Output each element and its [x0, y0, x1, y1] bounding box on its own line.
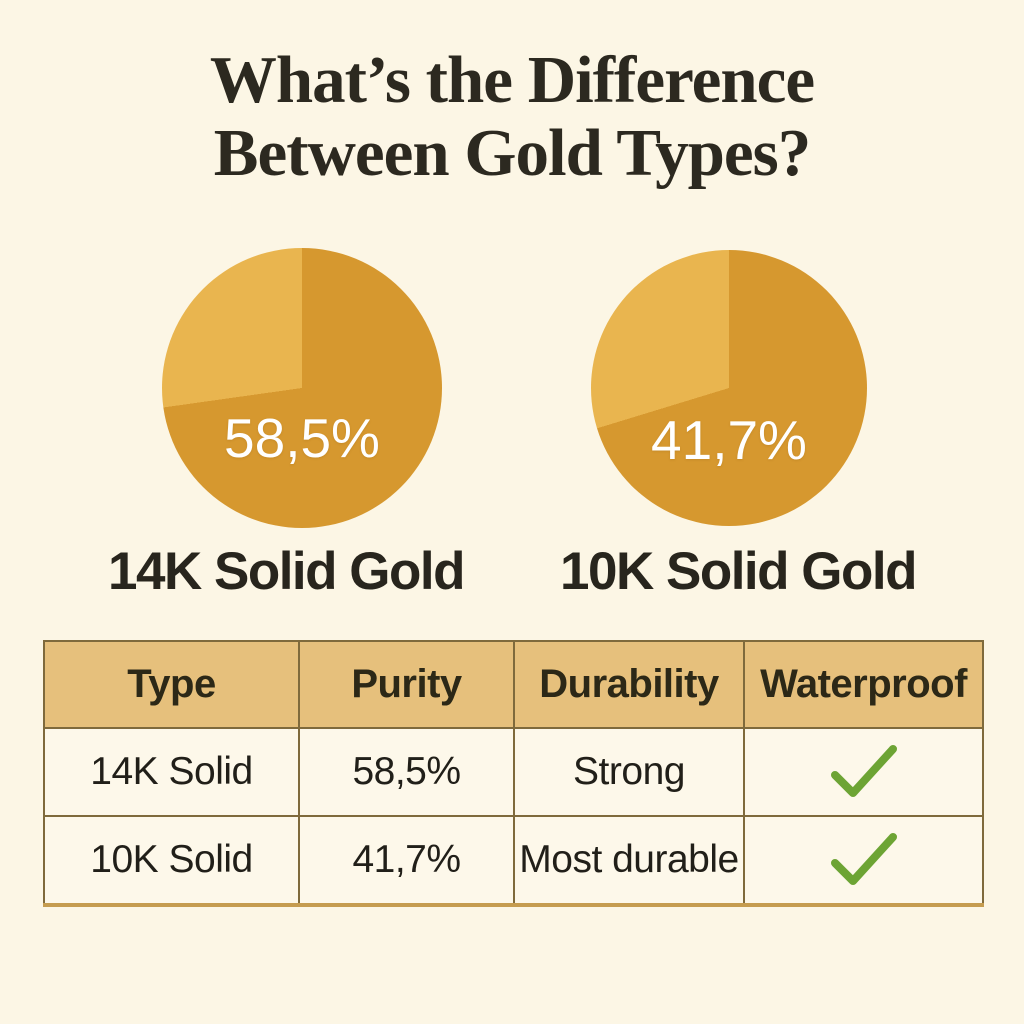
cell-waterproof [743, 815, 984, 906]
cell-durability: Strong [513, 727, 745, 817]
table-header-row: Type Purity Durability Waterproof [43, 640, 984, 729]
checkmark-icon [830, 745, 897, 797]
header-cell-type: Type [43, 640, 300, 729]
cell-purity: 58,5% [298, 727, 515, 817]
header-cell-waterproof: Waterproof [743, 640, 984, 729]
header-cell-durability: Durability [513, 640, 745, 729]
pie-caption-14k: 14K Solid Gold [108, 542, 465, 601]
checkmark-icon [830, 833, 897, 885]
page-title-line1: What’s the Difference [209, 43, 815, 117]
pie-caption-10k: 10K Solid Gold [560, 542, 917, 601]
page-title: What’s the Difference Between Gold Types… [0, 43, 1024, 191]
cell-type: 14K Solid [43, 727, 300, 817]
table-row-10k: 10K Solid 41,7% Most durable [43, 815, 984, 906]
cell-waterproof [743, 727, 984, 817]
cell-durability: Most durable [513, 815, 745, 906]
pie-chart-10k: 41,7% [591, 250, 867, 526]
pie-value-label-10k: 41,7% [651, 409, 807, 471]
page-title-line2: Between Gold Types? [213, 116, 811, 191]
gold-comparison-table: Type Purity Durability Waterproof 14K So… [43, 640, 984, 907]
cell-purity: 41,7% [298, 815, 515, 906]
pie-value-label-14k: 58,5% [224, 407, 380, 469]
pie-chart-14k: 58,5% [162, 248, 442, 528]
header-cell-purity: Purity [298, 640, 515, 729]
table-row-14k: 14K Solid 58,5% Strong [43, 727, 984, 817]
cell-type: 10K Solid [43, 815, 300, 906]
